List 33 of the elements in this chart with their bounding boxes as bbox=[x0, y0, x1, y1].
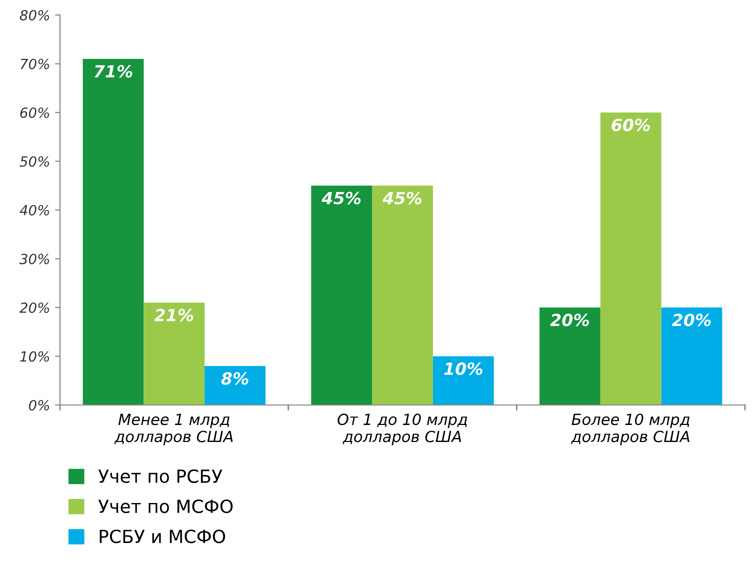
x-tick-label: Менее 1 млрд долларов США bbox=[114, 414, 233, 446]
data-label: 10% bbox=[444, 362, 482, 375]
y-tick-label: 80% bbox=[20, 10, 50, 20]
y-tick-label: 70% bbox=[20, 58, 50, 70]
data-label: 21% bbox=[154, 308, 194, 322]
bar bbox=[372, 186, 433, 405]
legend-label: Учет по МСФО bbox=[98, 499, 233, 514]
data-label: 20% bbox=[550, 314, 589, 326]
bar bbox=[144, 302, 205, 405]
data-label: 45% bbox=[382, 192, 422, 204]
y-tick-label: 0% bbox=[28, 400, 50, 410]
bar bbox=[204, 366, 266, 405]
x-tick-label: Более 10 млрд долларов США bbox=[571, 414, 690, 446]
y-tick-label: 40% bbox=[20, 204, 50, 216]
y-tick-label: 30% bbox=[19, 254, 50, 264]
data-label: 45% bbox=[322, 192, 361, 204]
y-tick-label: 60% bbox=[20, 107, 50, 118]
bar bbox=[540, 308, 600, 405]
y-tick-label: 10% bbox=[20, 351, 50, 362]
data-label: 60% bbox=[612, 118, 650, 132]
x-tick-label: От 1 до 10 млрд долларов США bbox=[338, 414, 468, 446]
data-label: 71% bbox=[94, 65, 132, 78]
bar bbox=[600, 112, 662, 405]
legend-label: Учет по РСБУ bbox=[98, 469, 222, 484]
data-label: 8% bbox=[221, 372, 248, 385]
y-tick-label: 20% bbox=[19, 302, 50, 313]
bar bbox=[82, 58, 144, 405]
data-label: 20% bbox=[672, 314, 711, 326]
legend-label: РСБУ и МСФО bbox=[100, 530, 226, 544]
y-tick-label: 50% bbox=[20, 156, 50, 167]
bar bbox=[432, 356, 494, 405]
bar bbox=[661, 308, 722, 405]
bar bbox=[311, 186, 372, 405]
